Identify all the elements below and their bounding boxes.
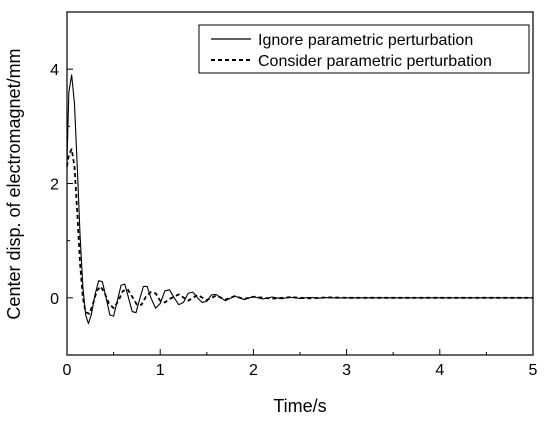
series-line-consider-perturbation	[66, 148, 533, 315]
y-tick-label: 4	[50, 62, 59, 79]
x-tick-label: 3	[342, 362, 351, 379]
legend-box	[198, 24, 530, 74]
x-axis-label: Time/s	[273, 396, 326, 416]
x-tick-label: 1	[156, 362, 165, 379]
x-tick-label: 2	[249, 362, 258, 379]
y-tick-label: 0	[50, 291, 59, 308]
axis-ticks: 0 1 2 3 4 5 0 2 4	[50, 11, 538, 379]
legend-label-ignore: Ignore parametric perturbation	[258, 32, 473, 49]
legend: Ignore parametric perturbation Consider …	[198, 24, 530, 74]
series-line-ignore-perturbation	[66, 74, 533, 325]
y-axis-label: Center disp. of electromagnet/mm	[4, 48, 24, 319]
y-tick-label: 2	[50, 177, 59, 194]
legend-label-consider: Consider parametric perturbation	[258, 53, 492, 70]
x-tick-label: 5	[529, 362, 538, 379]
x-tick-label: 4	[435, 362, 444, 379]
x-tick-label: 0	[63, 362, 72, 379]
series-layer	[66, 74, 533, 325]
